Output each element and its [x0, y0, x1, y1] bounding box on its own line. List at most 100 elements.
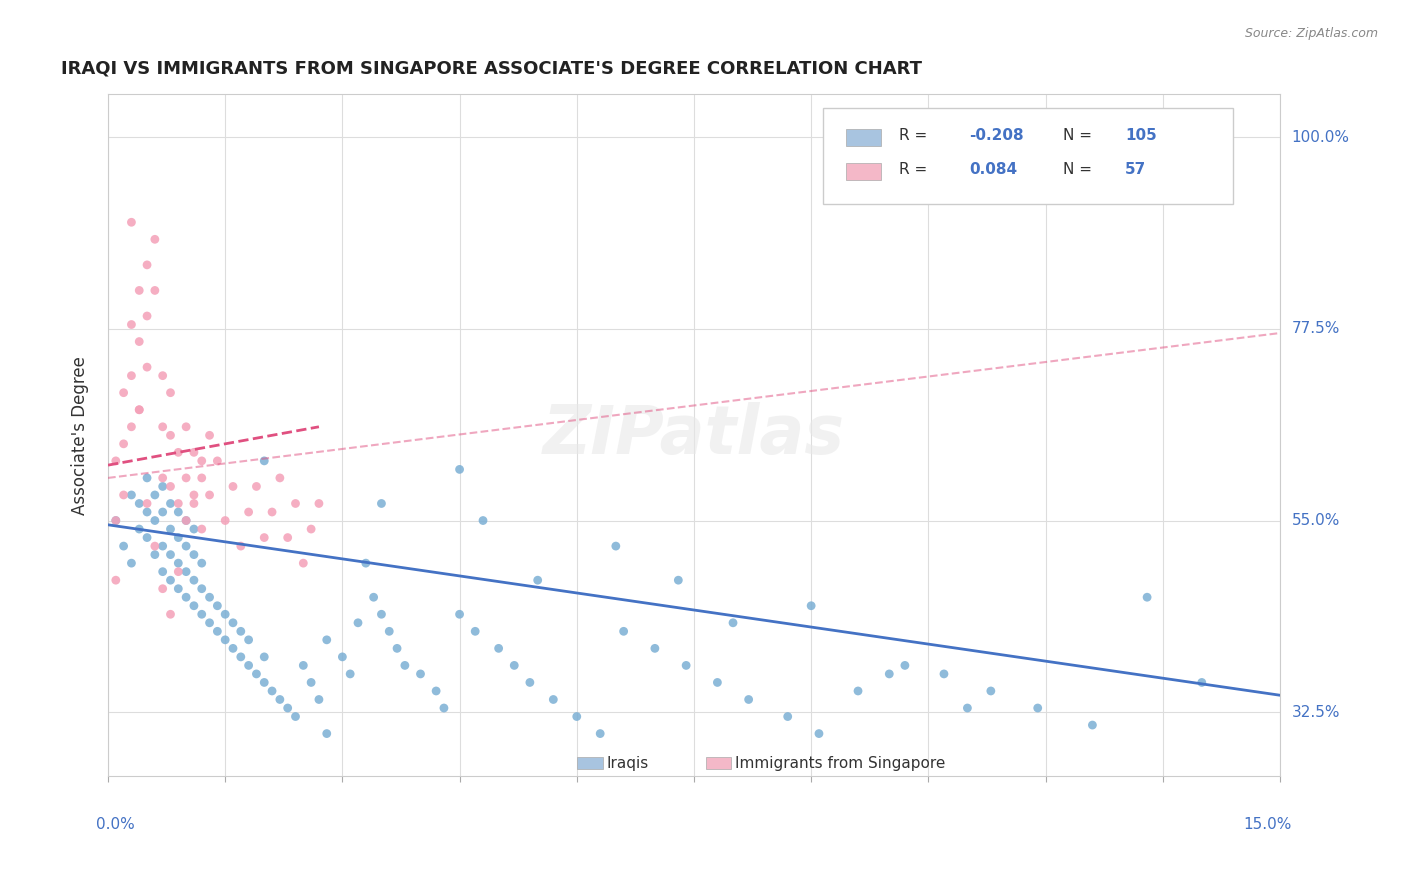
Point [776, 709, 799, 723]
Point [425, 684, 447, 698]
Point [152, 565, 174, 579]
Point [159, 496, 181, 510]
Point [370, 607, 392, 622]
Point [120, 419, 142, 434]
Point [284, 496, 307, 510]
Point [613, 624, 636, 639]
Point [464, 624, 486, 639]
Point [167, 582, 190, 596]
Point [308, 496, 330, 510]
Point [152, 539, 174, 553]
Point [159, 479, 181, 493]
Point [277, 701, 299, 715]
Point [183, 573, 205, 587]
Point [1191, 675, 1213, 690]
Point [143, 488, 166, 502]
Point [167, 505, 190, 519]
Point [605, 539, 627, 553]
Point [183, 445, 205, 459]
Text: R =: R = [898, 128, 932, 143]
Text: -0.208: -0.208 [969, 128, 1024, 143]
Point [190, 454, 212, 468]
Point [222, 615, 245, 630]
Point [190, 607, 212, 622]
Point [128, 496, 150, 510]
Point [104, 454, 127, 468]
FancyBboxPatch shape [846, 128, 882, 145]
Point [370, 496, 392, 510]
Point [183, 522, 205, 536]
Point [190, 582, 212, 596]
FancyBboxPatch shape [823, 108, 1233, 203]
Point [120, 556, 142, 570]
Point [956, 701, 979, 715]
Point [284, 709, 307, 723]
Point [207, 624, 229, 639]
FancyBboxPatch shape [846, 162, 882, 179]
Point [433, 701, 456, 715]
Text: Source: ZipAtlas.com: Source: ZipAtlas.com [1244, 27, 1378, 40]
Point [120, 488, 142, 502]
Text: R =: R = [898, 162, 932, 177]
Point [277, 531, 299, 545]
Point [143, 548, 166, 562]
Point [245, 667, 267, 681]
Point [332, 649, 354, 664]
Point [238, 632, 260, 647]
Point [159, 522, 181, 536]
Point [846, 684, 869, 698]
Point [565, 709, 588, 723]
Point [152, 505, 174, 519]
Point [143, 514, 166, 528]
Point [152, 471, 174, 485]
Point [128, 334, 150, 349]
Point [183, 488, 205, 502]
Point [136, 360, 159, 375]
Point [143, 232, 166, 246]
Point [136, 309, 159, 323]
Point [136, 531, 159, 545]
Point [378, 624, 401, 639]
Point [315, 632, 337, 647]
Point [589, 726, 612, 740]
Point [214, 632, 236, 647]
Point [214, 607, 236, 622]
Point [308, 692, 330, 706]
Point [167, 556, 190, 570]
Point [198, 591, 221, 605]
Point [128, 402, 150, 417]
Point [174, 514, 197, 528]
Point [363, 591, 385, 605]
Point [167, 445, 190, 459]
Point [152, 582, 174, 596]
Point [152, 419, 174, 434]
Point [449, 462, 471, 476]
Point [253, 454, 276, 468]
Point [299, 522, 322, 536]
Text: IRAQI VS IMMIGRANTS FROM SINGAPORE ASSOCIATE'S DEGREE CORRELATION CHART: IRAQI VS IMMIGRANTS FROM SINGAPORE ASSOC… [60, 60, 922, 78]
Point [409, 667, 432, 681]
Point [112, 437, 135, 451]
Text: Immigrants from Singapore: Immigrants from Singapore [735, 756, 945, 772]
Point [152, 368, 174, 383]
Point [190, 556, 212, 570]
Point [339, 667, 361, 681]
Point [260, 505, 283, 519]
Text: 32.5%: 32.5% [1292, 705, 1340, 720]
Point [198, 615, 221, 630]
Text: 105: 105 [1125, 128, 1157, 143]
Point [136, 258, 159, 272]
FancyBboxPatch shape [576, 757, 603, 770]
Text: 15.0%: 15.0% [1243, 817, 1292, 832]
Point [877, 667, 900, 681]
Point [198, 428, 221, 442]
Point [174, 471, 197, 485]
Point [104, 514, 127, 528]
Text: N =: N = [1063, 128, 1097, 143]
Point [104, 573, 127, 587]
Point [120, 215, 142, 229]
Point [737, 692, 759, 706]
Point [347, 615, 370, 630]
FancyBboxPatch shape [706, 757, 731, 770]
Point [159, 548, 181, 562]
